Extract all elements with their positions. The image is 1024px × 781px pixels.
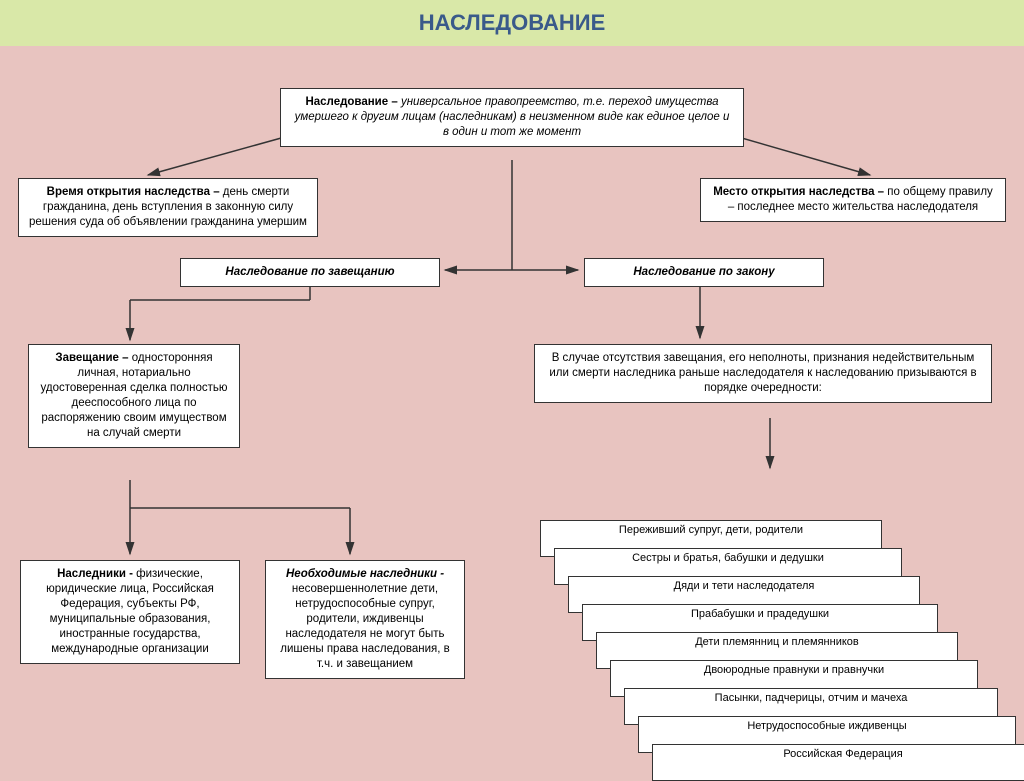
by-will-box: Наследование по завещанию [180,258,440,287]
place-label: Место открытия наследства – [713,186,887,198]
queue-item-8: Российская Федерация [652,744,1024,781]
will-text: односторонняя личная, нотариально удосто… [41,352,228,439]
absence-box: В случае отсутствия завещания, его непол… [534,344,992,403]
heirs-text: физические, юридические лица, Российская… [46,568,214,655]
time-box: Время открытия наследства – день смерти … [18,178,318,237]
will-label: Завещание – [55,352,131,364]
definition-label: Наследование – [305,96,400,108]
required-text: несовершеннолетние дети, нетрудоспособны… [280,583,450,670]
time-label: Время открытия наследства – [47,186,223,198]
will-box: Завещание – односторонняя личная, нотари… [28,344,240,448]
heirs-box: Наследники - физические, юридические лиц… [20,560,240,664]
place-box: Место открытия наследства – по общему пр… [700,178,1006,222]
heirs-label: Наследники - [57,568,136,580]
required-label: Необходимые наследники - [286,568,444,580]
required-box: Необходимые наследники - несовершеннолет… [265,560,465,679]
definition-box: Наследование – универсальное правопреемс… [280,88,744,147]
by-law-box: Наследование по закону [584,258,824,287]
page-title: НАСЛЕДОВАНИЕ [0,0,1024,46]
